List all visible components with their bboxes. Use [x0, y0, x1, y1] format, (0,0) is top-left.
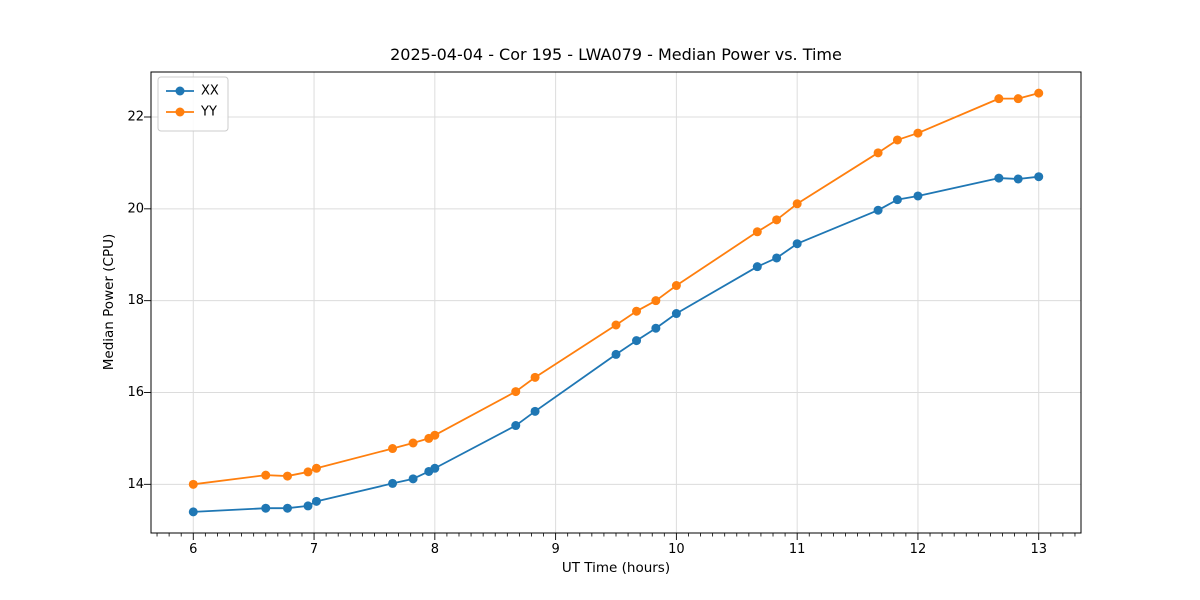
data-point-xx — [651, 323, 661, 333]
series-line-xx — [193, 175, 1039, 513]
data-point-xx — [511, 421, 521, 431]
data-point-xx — [772, 253, 782, 263]
data-point-xx — [632, 336, 642, 346]
data-point-xx — [994, 173, 1004, 183]
data-point-yy — [388, 444, 398, 454]
data-point-yy — [772, 215, 782, 225]
data-point-xx — [752, 262, 762, 272]
data-point-yy — [651, 296, 661, 306]
data-point-xx — [892, 195, 902, 205]
data-point-yy — [632, 306, 642, 316]
data-point-yy — [188, 479, 198, 489]
data-point-yy — [511, 387, 521, 397]
data-point-xx — [430, 463, 440, 473]
x-tick-label: 6 — [189, 542, 197, 557]
data-point-yy — [671, 281, 681, 291]
data-point-yy — [994, 94, 1004, 104]
y-tick-label: 16 — [127, 385, 144, 400]
series-line-yy — [193, 92, 1039, 486]
data-point-yy — [311, 463, 321, 473]
data-point-yy — [792, 199, 802, 209]
data-point-yy — [611, 320, 621, 330]
legend-marker — [175, 86, 185, 96]
x-axis-label: UT Time (hours) — [561, 560, 671, 576]
data-point-xx — [311, 496, 321, 506]
data-point-yy — [892, 135, 902, 145]
data-point-xx — [1013, 174, 1023, 184]
x-tick-label: 12 — [910, 542, 927, 557]
data-point-xx — [261, 503, 271, 513]
data-point-xx — [611, 349, 621, 359]
legend-label: YY — [200, 105, 217, 120]
data-point-xx — [671, 309, 681, 319]
data-point-yy — [430, 430, 440, 440]
x-tick-label: 10 — [668, 542, 685, 557]
x-tick-label: 7 — [310, 542, 318, 557]
data-point-xx — [388, 478, 398, 488]
data-point-xx — [1034, 172, 1044, 182]
data-point-xx — [303, 501, 313, 511]
x-tick-label: 13 — [1030, 542, 1047, 557]
data-point-xx — [913, 191, 923, 201]
data-point-yy — [530, 372, 540, 382]
y-tick-label: 20 — [127, 201, 144, 216]
data-point-xx — [873, 205, 883, 215]
data-point-xx — [282, 503, 292, 513]
data-point-yy — [913, 128, 923, 138]
chart-title: 2025-04-04 - Cor 195 - LWA079 - Median P… — [390, 45, 842, 64]
y-tick-label: 18 — [127, 293, 144, 308]
data-point-yy — [408, 438, 418, 448]
data-point-yy — [1013, 94, 1023, 104]
axes-frame — [150, 71, 1082, 534]
x-tick-label: 8 — [431, 542, 439, 557]
data-point-xx — [530, 406, 540, 416]
y-axis-label: Median Power (CPU) — [101, 233, 117, 371]
y-tick-label: 14 — [127, 477, 144, 492]
data-point-yy — [873, 148, 883, 158]
x-tick-label: 9 — [551, 542, 559, 557]
data-point-xx — [792, 239, 802, 249]
y-tick-label: 22 — [127, 109, 144, 124]
legend-label: XX — [201, 84, 219, 99]
data-point-yy — [1034, 88, 1044, 98]
data-point-yy — [303, 467, 313, 477]
data-point-yy — [282, 471, 292, 481]
x-tick-label: 11 — [789, 542, 806, 557]
data-point-xx — [408, 474, 418, 484]
data-point-xx — [188, 507, 198, 517]
data-point-yy — [752, 227, 762, 237]
legend-marker — [175, 107, 185, 117]
data-point-yy — [261, 470, 271, 480]
